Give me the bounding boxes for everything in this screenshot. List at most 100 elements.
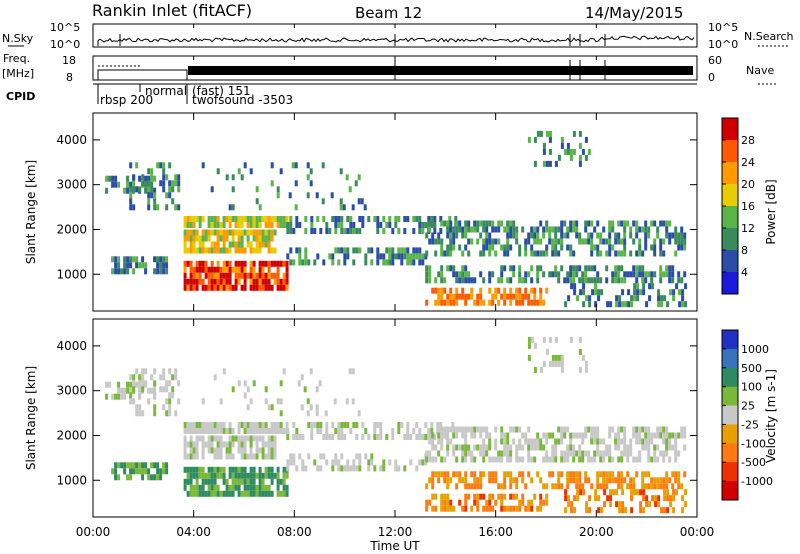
- range-gate-cell: [358, 465, 362, 472]
- range-gate-cell: [228, 260, 232, 267]
- range-gate-cell: [512, 226, 516, 233]
- range-gate-cell: [367, 459, 371, 466]
- range-gate-cell: [650, 432, 654, 439]
- range-gate-cell: [331, 216, 335, 222]
- range-gate-cell: [647, 483, 651, 490]
- range-gate-cell: [566, 271, 570, 278]
- range-gate-cell: [153, 368, 157, 375]
- range-gate-cell: [216, 168, 220, 175]
- date-label: 14/May/2015: [585, 4, 683, 22]
- range-gate-cell: [412, 253, 416, 260]
- range-gate-cell: [647, 450, 651, 457]
- range-gate-cell: [282, 284, 286, 291]
- range-gate-cell: [337, 259, 341, 266]
- range-gate-cell: [376, 253, 380, 260]
- freq-unit: [MHz]: [2, 67, 34, 80]
- range-gate-cell: [189, 260, 193, 267]
- range-gate-cell: [436, 422, 440, 428]
- range-gate-cell: [633, 295, 637, 302]
- range-gate-cell: [530, 232, 534, 239]
- range-gate-cell: [231, 478, 235, 485]
- range-gate-cell: [551, 354, 555, 361]
- range-gate-cell: [626, 483, 630, 490]
- range-gate-cell: [644, 426, 648, 433]
- range-gate-cell: [195, 216, 199, 222]
- range-gate-cell: [533, 287, 537, 294]
- range-gate-cell: [240, 422, 244, 428]
- range-gate-cell: [231, 484, 235, 491]
- range-gate-cell: [270, 466, 274, 473]
- range-gate-cell: [219, 284, 223, 291]
- range-gate-cell: [623, 238, 627, 245]
- range-gate-cell: [379, 465, 383, 472]
- range-gate-cell: [249, 472, 253, 479]
- range-gate-cell: [111, 256, 115, 263]
- range-gate-cell: [249, 284, 253, 291]
- range-gate-cell: [376, 216, 380, 222]
- range-gate-cell: [576, 489, 580, 496]
- range-gate-cell: [644, 271, 648, 278]
- range-gate-cell: [309, 404, 313, 411]
- range-gate-cell: [282, 472, 286, 479]
- range-gate-cell: [488, 232, 492, 239]
- range-gate-cell: [569, 477, 573, 484]
- range-gate-cell: [560, 438, 564, 445]
- range-gate-cell: [147, 175, 151, 182]
- range-gate-cell: [659, 277, 663, 284]
- range-gate-cell: [313, 228, 317, 234]
- range-gate-cell: [189, 422, 193, 428]
- range-gate-cell: [418, 247, 422, 254]
- range-gate-cell: [617, 250, 621, 257]
- range-gate-cell: [298, 247, 302, 254]
- range-gate-cell: [542, 250, 546, 257]
- range-gate-cell: [234, 272, 238, 279]
- range-gate-cell: [503, 226, 507, 233]
- range-gate-cell: [294, 180, 298, 187]
- range-gate-cell: [464, 220, 468, 227]
- range-gate-cell: [633, 289, 637, 296]
- velocity-colorbar-label: Velocity [m s-1]: [764, 369, 778, 463]
- range-gate-cell: [503, 444, 507, 451]
- range-gate-cell: [171, 386, 175, 393]
- range-gate-cell: [373, 434, 377, 440]
- range-gate-cell: [204, 247, 208, 254]
- range-gate-cell: [204, 472, 208, 479]
- range-gate-cell: [527, 299, 531, 306]
- range-gate-cell: [153, 410, 157, 417]
- range-gate-cell: [660, 507, 664, 514]
- range-gate-cell: [210, 447, 214, 454]
- range-gate-cell: [641, 265, 645, 272]
- range-gate-cell: [120, 387, 124, 394]
- range-gate-cell: [412, 428, 416, 434]
- range-gate-cell: [231, 266, 235, 273]
- range-gate-cell: [665, 232, 669, 239]
- range-gate-cell: [662, 438, 666, 445]
- range-gate-cell: [192, 422, 196, 428]
- range-gate-cell: [663, 495, 667, 502]
- range-gate-cell: [243, 284, 247, 291]
- range-gate-cell: [593, 226, 597, 233]
- range-gate-cell: [669, 289, 673, 296]
- range-gate-cell: [270, 180, 274, 187]
- range-gate-cell: [285, 284, 289, 291]
- range-gate-cell: [448, 216, 452, 222]
- range-gate-cell: [204, 422, 208, 428]
- range-gate-cell: [524, 287, 528, 294]
- range-gate-cell: [249, 466, 253, 473]
- range-gate-cell: [563, 232, 567, 239]
- range-gate-cell: [557, 483, 561, 490]
- range-gate-cell: [183, 247, 187, 254]
- range-gate-cell: [639, 501, 643, 508]
- range-gate-cell: [672, 495, 676, 502]
- range-gate-cell: [674, 444, 678, 451]
- range-gate-cell: [355, 228, 359, 234]
- range-gate-cell: [605, 265, 609, 272]
- range-gate-cell: [548, 130, 552, 137]
- range-gate-cell: [252, 478, 256, 485]
- range-gate-cell: [325, 459, 329, 466]
- range-gate-cell: [424, 222, 428, 228]
- range-gate-cell: [189, 266, 193, 273]
- range-gate-cell: [111, 468, 115, 475]
- cpid-fast: (fast) 151: [192, 84, 251, 98]
- range-gate-cell: [647, 271, 651, 278]
